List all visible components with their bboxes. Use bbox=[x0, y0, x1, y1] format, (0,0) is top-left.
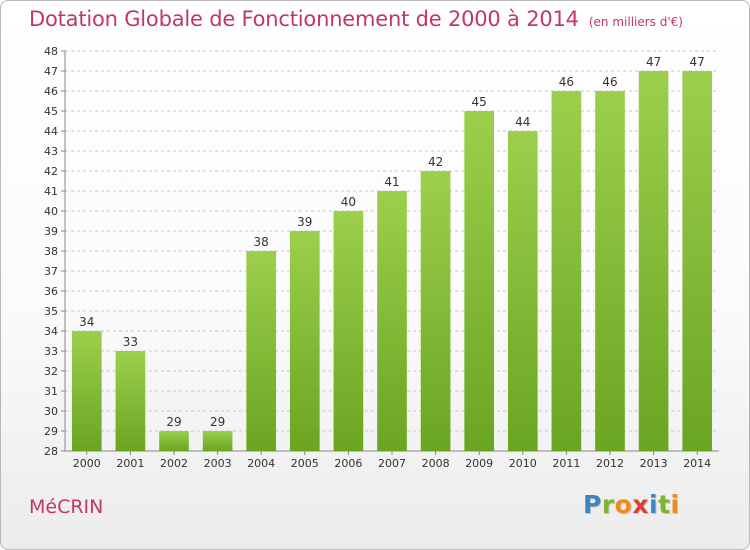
proxiti-logo: Proxiti bbox=[583, 490, 680, 519]
bar-value-label: 46 bbox=[602, 75, 617, 89]
bar-value-label: 29 bbox=[166, 415, 181, 429]
y-tick-label: 45 bbox=[44, 105, 58, 118]
bar-value-label: 44 bbox=[515, 115, 530, 129]
x-tick-label: 2006 bbox=[334, 457, 362, 470]
y-tick-label: 40 bbox=[44, 205, 58, 218]
bar-value-label: 29 bbox=[210, 415, 225, 429]
bar bbox=[289, 231, 320, 451]
bar bbox=[333, 211, 364, 451]
bar bbox=[159, 431, 189, 451]
y-tick-label: 33 bbox=[44, 345, 58, 358]
bar-value-label: 47 bbox=[646, 55, 661, 69]
bar-value-label: 45 bbox=[472, 95, 487, 109]
y-tick-label: 34 bbox=[44, 325, 58, 338]
x-tick-label: 2000 bbox=[73, 457, 101, 470]
bar bbox=[507, 131, 538, 451]
bar-value-label: 42 bbox=[428, 155, 443, 169]
logo-letter: o bbox=[614, 490, 633, 519]
x-tick-label: 2007 bbox=[378, 457, 406, 470]
bar-value-label: 46 bbox=[559, 75, 574, 89]
bar bbox=[71, 331, 102, 451]
x-tick-label: 2003 bbox=[204, 457, 232, 470]
x-tick-label: 2011 bbox=[552, 457, 580, 470]
logo-letter: P bbox=[583, 490, 602, 519]
bar-value-label: 34 bbox=[79, 315, 94, 329]
x-tick-label: 2014 bbox=[683, 457, 711, 470]
x-tick-label: 2008 bbox=[422, 457, 450, 470]
bar bbox=[420, 171, 451, 451]
logo-letter: t bbox=[658, 490, 671, 519]
y-tick-label: 44 bbox=[44, 125, 58, 138]
x-tick-label: 2013 bbox=[640, 457, 668, 470]
bar-value-label: 41 bbox=[384, 175, 399, 189]
bar-value-label: 39 bbox=[297, 215, 312, 229]
x-tick-label: 2009 bbox=[465, 457, 493, 470]
bar bbox=[464, 111, 495, 451]
y-tick-label: 46 bbox=[44, 85, 58, 98]
y-tick-label: 37 bbox=[44, 265, 58, 278]
y-tick-label: 43 bbox=[44, 145, 58, 158]
logo-letter: x bbox=[632, 490, 649, 519]
y-tick-label: 47 bbox=[44, 65, 58, 78]
bar bbox=[682, 71, 713, 451]
bar bbox=[202, 431, 233, 451]
y-tick-label: 39 bbox=[44, 225, 58, 238]
x-tick-label: 2004 bbox=[247, 457, 275, 470]
y-tick-label: 35 bbox=[44, 305, 58, 318]
y-tick-label: 42 bbox=[44, 165, 58, 178]
bars bbox=[71, 71, 713, 451]
logo-letter: i bbox=[649, 490, 659, 519]
bar-value-label: 47 bbox=[690, 55, 705, 69]
y-tick-label: 48 bbox=[44, 45, 58, 58]
y-tick-label: 31 bbox=[44, 385, 58, 398]
x-tick-label: 2012 bbox=[596, 457, 624, 470]
bar bbox=[595, 91, 625, 451]
chart-unit: (en milliers d'€) bbox=[588, 15, 683, 29]
bar-value-label: 33 bbox=[123, 335, 138, 349]
chart-title: Dotation Globale de Fonctionnement de 20… bbox=[29, 7, 683, 31]
bar bbox=[246, 251, 277, 451]
data-labels: 34 33 29 29 38 39 40 41 42 45 44 46 46 47 47 bbox=[79, 55, 705, 429]
y-tick-label: 32 bbox=[44, 365, 58, 378]
y-tick-label: 30 bbox=[44, 405, 58, 418]
x-tick-label: 2001 bbox=[116, 457, 144, 470]
y-tick-label: 28 bbox=[44, 445, 58, 458]
logo-letter: r bbox=[601, 490, 615, 519]
y-tick-label: 38 bbox=[44, 245, 58, 258]
chart-title-text: Dotation Globale de Fonctionnement de 20… bbox=[29, 7, 579, 31]
bar bbox=[115, 351, 146, 451]
x-tick-label: 2005 bbox=[291, 457, 319, 470]
logo-letter: i bbox=[670, 490, 680, 519]
bar-value-label: 38 bbox=[254, 235, 269, 249]
bar-value-label: 40 bbox=[341, 195, 356, 209]
commune-name: MéCRIN bbox=[29, 496, 104, 518]
x-tick-label: 2010 bbox=[509, 457, 537, 470]
y-tick-label: 36 bbox=[44, 285, 58, 298]
bar bbox=[638, 71, 669, 451]
x-tick-label: 2002 bbox=[160, 457, 188, 470]
bar bbox=[377, 191, 407, 451]
y-tick-label: 41 bbox=[44, 185, 58, 198]
y-tick-label: 29 bbox=[44, 425, 58, 438]
bar bbox=[551, 91, 582, 451]
